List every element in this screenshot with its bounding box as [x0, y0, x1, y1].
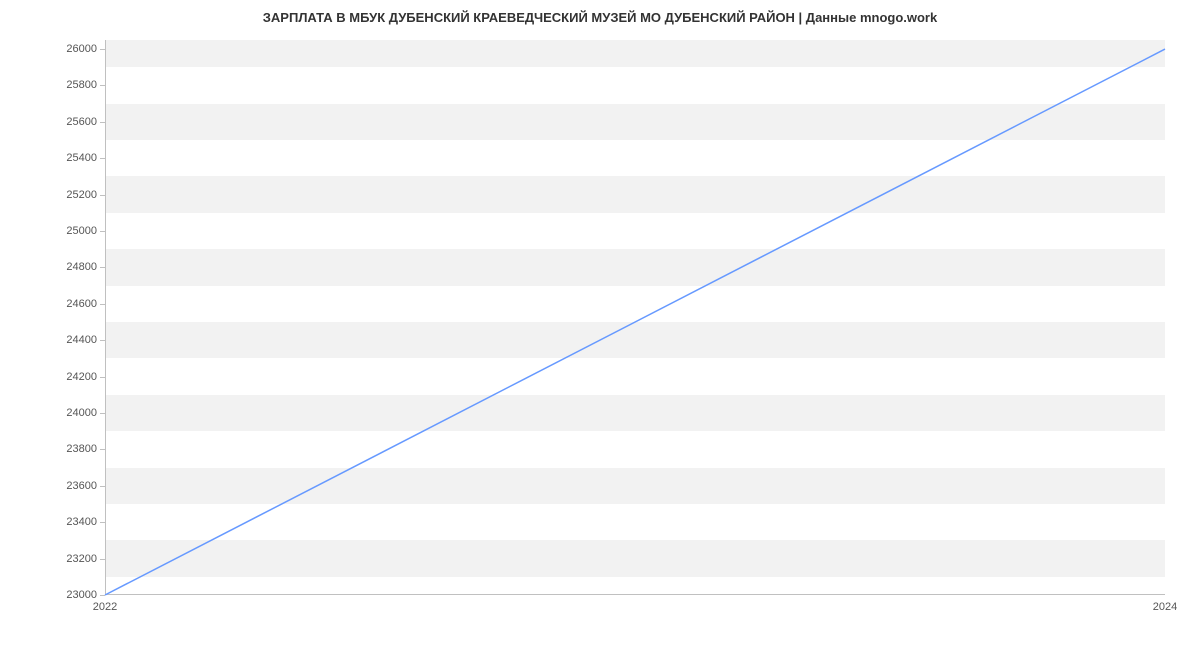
chart-container: ЗАРПЛАТА В МБУК ДУБЕНСКИЙ КРАЕВЕДЧЕСКИЙ …: [0, 0, 1200, 650]
chart-title: ЗАРПЛАТА В МБУК ДУБЕНСКИЙ КРАЕВЕДЧЕСКИЙ …: [0, 10, 1200, 25]
y-tick-label: 24000: [66, 407, 97, 419]
y-tick-label: 25400: [66, 152, 97, 164]
series-line: [105, 49, 1165, 595]
y-tick-label: 24800: [66, 261, 97, 273]
y-tick-label: 23800: [66, 443, 97, 455]
y-tick-label: 25800: [66, 79, 97, 91]
y-tick-label: 24200: [66, 371, 97, 383]
y-tick-label: 23000: [66, 589, 97, 601]
x-tick-label: 2022: [93, 601, 117, 613]
y-tick-label: 25000: [66, 225, 97, 237]
y-tick-label: 23200: [66, 553, 97, 565]
y-tick-label: 24600: [66, 298, 97, 310]
line-layer: [105, 40, 1165, 595]
y-tick-label: 23400: [66, 516, 97, 528]
y-tick-label: 26000: [66, 43, 97, 55]
y-tick-label: 25200: [66, 189, 97, 201]
y-tick-label: 23600: [66, 480, 97, 492]
plot-area: 2300023200234002360023800240002420024400…: [105, 40, 1165, 595]
y-tick-label: 25600: [66, 116, 97, 128]
y-tick: [100, 595, 105, 596]
x-tick-label: 2024: [1153, 601, 1177, 613]
y-tick-label: 24400: [66, 334, 97, 346]
